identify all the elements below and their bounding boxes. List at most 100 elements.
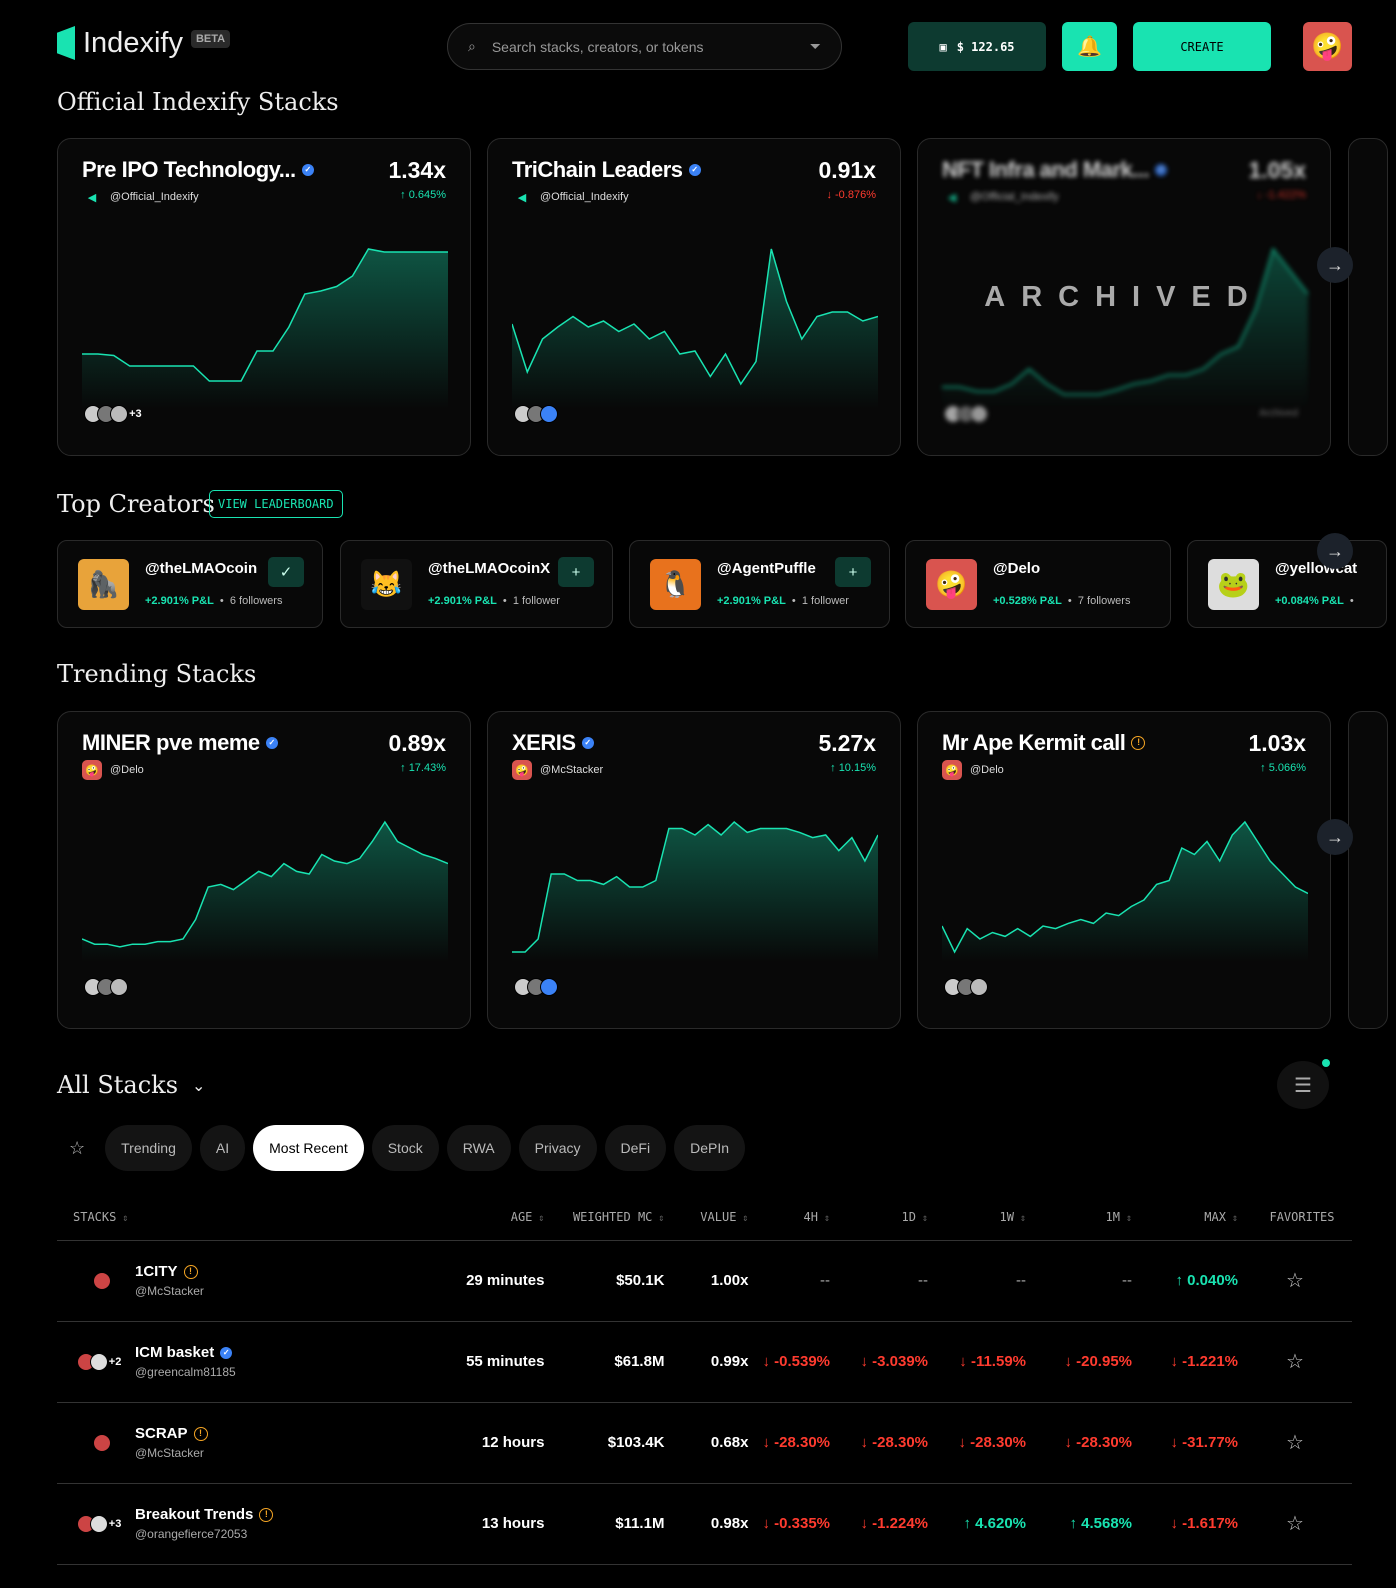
stack-card[interactable]: Mr Ape Kermit call! 🤪 @Delo 1.03x ↑ 5.066… [917, 711, 1331, 1029]
table-row[interactable]: 1CITY! @McStacker 29 minutes $50.1K 1.00x… [57, 1240, 1352, 1322]
favorite-star-icon[interactable]: ☆ [1252, 1321, 1352, 1403]
column-label: 4H [803, 1210, 818, 1225]
warning-icon: ! [183, 1264, 198, 1279]
tab-privacy[interactable]: Privacy [518, 1125, 597, 1171]
all-stacks-dropdown[interactable]: All Stacks ⌄ [57, 1071, 205, 1099]
column-header[interactable]: STACKS ⇕ [57, 1195, 454, 1241]
brand-logo[interactable]: Indexify BETA [57, 26, 231, 60]
weighted-mc: $11.1M [558, 1483, 679, 1565]
favorite-star-icon[interactable]: ☆ [1252, 1240, 1352, 1322]
column-header[interactable]: 1D ⇕ [844, 1195, 942, 1241]
creator-card[interactable]: 🐧 @AgentPuffle +2.901% P&L • 1 follower … [629, 540, 890, 628]
table-row[interactable]: +2 ICM basket ✓ @greencalm81185 55 minutes … [57, 1321, 1352, 1403]
stack-card-partial[interactable] [1348, 711, 1388, 1029]
creator-card[interactable]: 😹 @theLMAOcoinX +2.901% P&L • 1 follower… [340, 540, 613, 628]
column-header[interactable]: MAX ⇕ [1146, 1195, 1252, 1241]
stack-card-partial[interactable] [1348, 138, 1388, 456]
creator-handle[interactable]: @McStacker [135, 1284, 204, 1298]
search-input[interactable]: ⌕ Search stacks, creators, or tokens ⏷ [447, 23, 842, 70]
age: 55 minutes [453, 1321, 559, 1403]
creator-handle[interactable]: @greencalm81185 [135, 1365, 236, 1379]
user-avatar[interactable]: 🤪 [1303, 22, 1352, 71]
column-header[interactable]: VALUE ⇕ [678, 1195, 763, 1241]
creator-pnl: +2.901% P&L [717, 595, 786, 607]
stack-value: 1.05x [1248, 157, 1306, 183]
favorites-filter-star-icon[interactable]: ☆ [69, 1137, 86, 1158]
creator-avatar: 🦍 [78, 559, 129, 610]
stack-card[interactable]: XERIS ✓ 🤪 @McStacker 5.27x ↑ 10.15% [487, 711, 901, 1029]
view-leaderboard-button[interactable]: VIEW LEADERBOARD [209, 490, 343, 518]
creator-card[interactable]: 🤪 @Delo +0.528% P&L • 7 followers [905, 540, 1171, 628]
favorite-star-icon[interactable]: ☆ [1252, 1402, 1352, 1484]
age: 13 hours [453, 1483, 559, 1565]
table-row[interactable]: SCRAP! @McStacker 12 hours $103.4K 0.68x … [57, 1402, 1352, 1484]
sparkline-area [942, 249, 1308, 409]
creator-handle[interactable]: @orangefierce72053 [135, 1527, 248, 1541]
column-header[interactable]: WEIGHTED MC ⇕ [558, 1195, 679, 1241]
stack-card[interactable]: Pre IPO Technology... ✓ ◀ @Official_Indexi… [57, 138, 471, 456]
table-row[interactable]: +3 Breakout Trends! @orangefierce72053 13 … [57, 1483, 1352, 1565]
stack-name[interactable]: 1CITY [135, 1263, 178, 1280]
creator-card[interactable]: 🦍 @theLMAOcoin +2.901% P&L • 6 followers… [57, 540, 323, 628]
filter-settings-button[interactable]: ☰ [1277, 1061, 1329, 1109]
creator-handle[interactable]: @Delo [110, 764, 144, 776]
creator-handle[interactable]: @Delo [970, 764, 1004, 776]
tab-defi[interactable]: DeFi [604, 1125, 667, 1171]
column-label: 1W [999, 1210, 1014, 1225]
column-label: STACKS [73, 1210, 117, 1225]
stack-card[interactable]: TriChain Leaders ✓ ◀ @Official_Indexify 0.… [487, 138, 901, 456]
change-max: ↑ 0.040% [1146, 1240, 1252, 1322]
column-header[interactable]: AGE ⇕ [453, 1195, 559, 1241]
token-icons: +2 [73, 1352, 125, 1371]
creator-handle[interactable]: @Official_Indexify [540, 191, 629, 203]
tab-stock[interactable]: Stock [371, 1125, 439, 1171]
creator-handle[interactable]: @McStacker [540, 764, 604, 776]
stacks-table: STACKS ⇕ AGE ⇕ WEIGHTED MC ⇕ VALUE ⇕ 4H ⇕ 1D ⇕ 1W ⇕ 1M… [57, 1195, 1352, 1565]
creator-followers: 7 followers [1077, 595, 1131, 607]
creator-avatar: ◀ [517, 191, 527, 204]
sparkline-chart [512, 248, 878, 409]
tab-most-recent[interactable]: Most Recent [253, 1125, 364, 1171]
token-icons [944, 405, 989, 423]
column-header[interactable]: 1M ⇕ [1040, 1195, 1146, 1241]
search-icon: ⌕ [468, 38, 476, 54]
token-icons [514, 978, 559, 996]
stack-card[interactable]: MINER pve meme ✓ 🤪 @Delo 0.89x ↑ 17.43% [57, 711, 471, 1029]
stack-name[interactable]: Breakout Trends [135, 1506, 254, 1523]
change-value: 4.568% [1081, 1515, 1132, 1532]
change-h4: ↓ -0.335% [762, 1483, 844, 1565]
value: 0.98x [678, 1483, 763, 1565]
creators-next-arrow-icon[interactable]: → [1317, 533, 1353, 569]
official-next-arrow-icon[interactable]: → [1317, 247, 1353, 283]
create-button[interactable]: CREATE [1133, 22, 1271, 71]
creator-handle[interactable]: @Official_Indexify [970, 191, 1059, 203]
search-placeholder: Search stacks, creators, or tokens [491, 38, 704, 55]
filter-icon[interactable]: ⏷ [809, 38, 821, 54]
tab-ai[interactable]: AI [199, 1125, 246, 1171]
all-stacks-title: All Stacks [57, 1071, 179, 1099]
column-header[interactable]: 4H ⇕ [762, 1195, 844, 1241]
trending-next-arrow-icon[interactable]: → [1317, 819, 1353, 855]
stack-name[interactable]: ICM basket [135, 1344, 215, 1361]
tab-rwa[interactable]: RWA [446, 1125, 511, 1171]
follow-button[interactable]: + [558, 557, 594, 587]
change-value: 10.15% [838, 762, 876, 774]
change-m1: ↓ -28.30% [1040, 1402, 1146, 1484]
creator-card[interactable]: 🐸 @yellowcat +0.084% P&L • [1187, 540, 1387, 628]
creator-handle[interactable]: @McStacker [135, 1446, 204, 1460]
creator-handle[interactable]: @Official_Indexify [110, 191, 199, 203]
wallet-balance-button[interactable]: ▣ $ 122.65 [908, 22, 1046, 71]
notifications-button[interactable]: 🔔 [1062, 22, 1117, 71]
change-value: -28.30% [774, 1434, 830, 1451]
change-value: -11.59% [970, 1353, 1026, 1370]
stack-card[interactable]: NFT Infra and Mark... ✓ ◀ @Official_Indexi… [917, 138, 1331, 456]
follow-button[interactable]: + [835, 557, 871, 587]
favorite-star-icon[interactable]: ☆ [1252, 1483, 1352, 1565]
following-button[interactable]: ✓ [268, 557, 304, 587]
tab-trending[interactable]: Trending [105, 1125, 192, 1171]
section-title-creators: Top Creators [57, 490, 215, 518]
tab-depin[interactable]: DePIn [674, 1125, 746, 1171]
creator-pnl: +0.084% P&L [1275, 595, 1344, 607]
column-header[interactable]: 1W ⇕ [942, 1195, 1040, 1241]
stack-name[interactable]: SCRAP [135, 1425, 188, 1442]
